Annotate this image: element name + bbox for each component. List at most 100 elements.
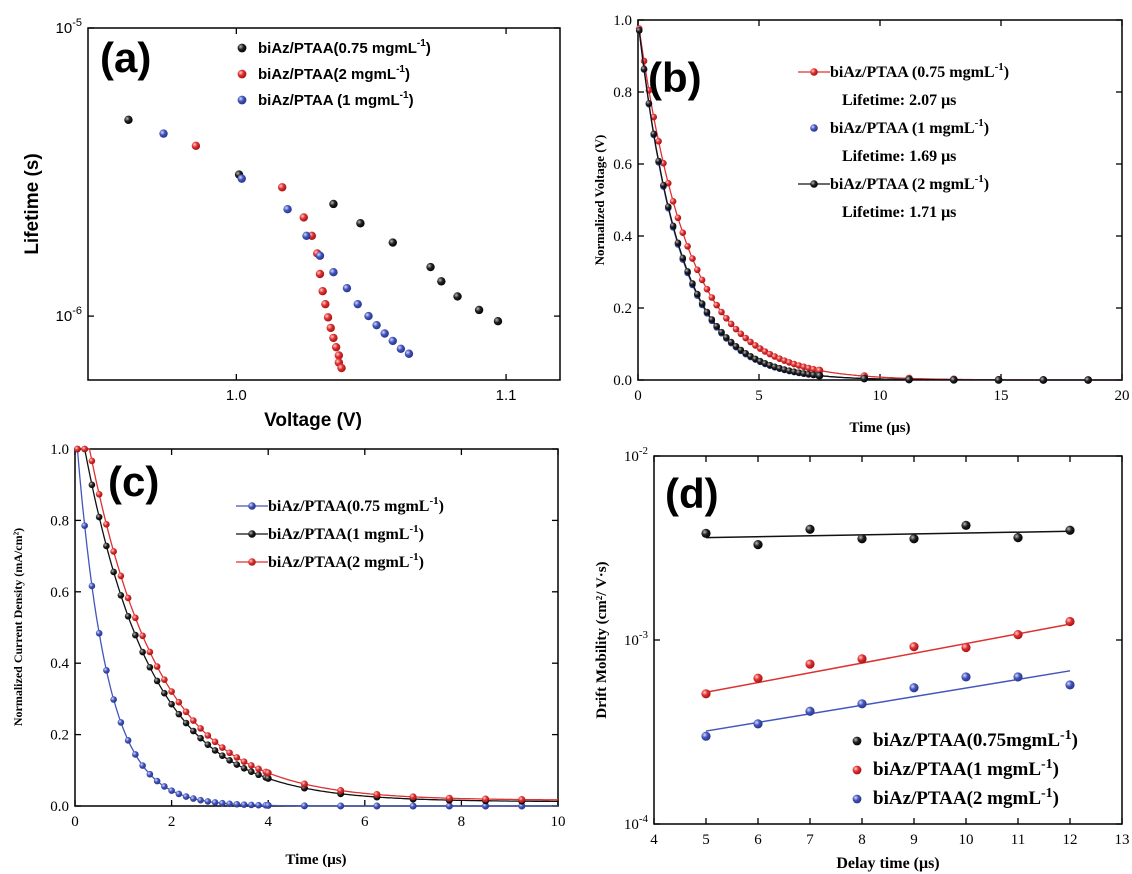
legend-label: biAz/PTAA (0.75 mgmL-1) — [830, 61, 1009, 81]
legend-label: biAz/PTAA (1 mgmL-1) — [258, 90, 414, 109]
data-point — [364, 311, 373, 321]
data-point — [88, 457, 96, 465]
data-point — [650, 113, 658, 121]
legend-sup: -1 — [429, 495, 438, 507]
data-point — [329, 199, 338, 209]
x-axis-label: Time (μs) — [849, 420, 910, 436]
data-point — [950, 376, 958, 384]
panel-a: 1.0 1.110-610-5(a)Voltage (V)Lifetime (s)… — [22, 17, 561, 431]
data-point — [684, 242, 691, 250]
data-point — [994, 376, 1003, 384]
data-point — [409, 793, 417, 801]
legend-label: biAz/PTAA (2 mgmL-1) — [830, 173, 989, 193]
data-point — [168, 787, 175, 794]
data-point — [723, 334, 730, 341]
data-point — [247, 768, 255, 776]
data-point — [445, 802, 453, 810]
fit-line — [705, 670, 1071, 732]
legend-tail: ) — [1053, 788, 1059, 809]
data-point — [264, 769, 272, 777]
data-point — [117, 591, 125, 599]
data-point — [334, 351, 344, 360]
legend-sup: -1 — [400, 90, 409, 101]
data-point — [219, 752, 226, 759]
legend-tail: ) — [405, 66, 410, 83]
panel-label: (b) — [648, 54, 702, 101]
x-tick-label: 20 — [1115, 388, 1130, 404]
fit-line — [75, 448, 558, 803]
legend-text: biAz/PTAA(1 mgmL — [268, 526, 409, 543]
legend-sup: -1 — [1060, 728, 1072, 743]
data-point — [117, 719, 125, 726]
legend-sup: -1 — [396, 64, 405, 75]
data-point — [679, 254, 687, 262]
data-point — [124, 115, 133, 125]
data-point — [110, 568, 117, 576]
y-tick-label: 10-3 — [624, 629, 649, 649]
y-tick-label: 0.8 — [613, 85, 632, 101]
legend-label: biAz/PTAA(1 mgmL-1) — [873, 757, 1059, 780]
data-point — [372, 320, 381, 330]
legend: biAz/PTAA(0.75 mgmL-1)biAz/PTAA(1 mgmL-1… — [236, 495, 444, 571]
legend-tail: ) — [1072, 730, 1078, 751]
data-point — [299, 213, 308, 222]
data-point — [237, 174, 246, 183]
data-point — [518, 796, 526, 804]
data-point — [708, 316, 716, 323]
x-tick-label: 13 — [1115, 832, 1130, 848]
series — [635, 27, 1122, 384]
x-tick-label: 11 — [1011, 832, 1025, 848]
data-point — [337, 363, 346, 373]
data-point — [1065, 525, 1075, 535]
x-axis-label: Time (μs) — [285, 852, 346, 868]
y-tick-label: 0.4 — [50, 656, 69, 672]
data-point — [353, 299, 362, 309]
legend-text: biAz/PTAA (0.75 mgmL — [830, 64, 995, 81]
data-point — [323, 313, 333, 322]
data-point — [810, 371, 817, 379]
data-point — [190, 795, 197, 802]
x-tick-label: 6 — [754, 832, 762, 848]
series — [74, 445, 558, 805]
data-point — [645, 99, 653, 107]
legend-label: biAz/PTAA(2 mgmL-1) — [268, 551, 424, 571]
legend-text: biAz/PTAA(2 mgmL — [268, 554, 409, 571]
data-point — [255, 765, 262, 773]
data-point — [211, 799, 219, 806]
data-point — [204, 798, 212, 805]
data-point — [664, 203, 672, 210]
legend-label: biAz/PTAA(0.75mgmL-1) — [873, 728, 1078, 751]
data-point — [168, 700, 175, 708]
y-axis-label: Normalized Current Density (mA/cm²) — [11, 528, 25, 726]
legend-tail: ) — [439, 498, 444, 515]
y-tick-label: 0.8 — [50, 513, 69, 529]
data-point — [701, 528, 711, 538]
data-point — [373, 802, 381, 810]
data-point — [693, 290, 701, 298]
y-tick-base: 10 — [624, 817, 639, 833]
data-point — [437, 277, 446, 286]
legend-tail: ) — [419, 554, 424, 571]
data-point — [117, 572, 125, 580]
data-point — [255, 801, 262, 809]
fit-line — [75, 448, 559, 801]
y-tick-exp: -5 — [72, 17, 82, 29]
x-tick-label: 0 — [634, 388, 642, 404]
data-point — [708, 294, 716, 301]
data-point — [388, 336, 397, 346]
data-point — [233, 800, 241, 808]
data-point — [640, 57, 648, 65]
legend-tail: ) — [1004, 64, 1009, 81]
y-tick-label: 0.6 — [613, 157, 632, 173]
data-point — [175, 710, 183, 718]
data-point — [204, 741, 212, 748]
legend-swatch-dot — [852, 765, 862, 775]
data-point — [1013, 533, 1023, 543]
data-point — [132, 614, 139, 622]
data-point — [146, 663, 154, 671]
legend-label: biAz/PTAA(0.75 mgmL-1) — [258, 38, 431, 57]
data-point — [337, 802, 345, 810]
data-point — [247, 801, 255, 809]
